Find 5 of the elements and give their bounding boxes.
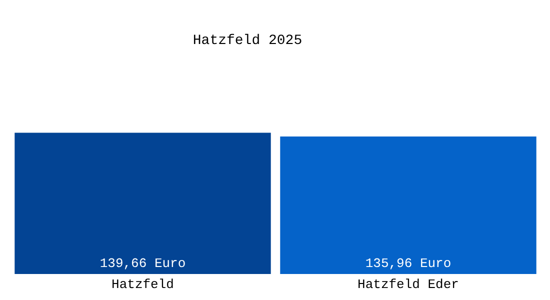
data-label: 135,96 Euro bbox=[365, 256, 452, 271]
x-tick-label: Hatzfeld bbox=[112, 277, 174, 292]
x-tick-label: Hatzfeld Eder bbox=[358, 277, 459, 292]
data-label: 139,66 Euro bbox=[100, 256, 186, 271]
chart-title: Hatzfeld 2025 bbox=[192, 32, 302, 49]
